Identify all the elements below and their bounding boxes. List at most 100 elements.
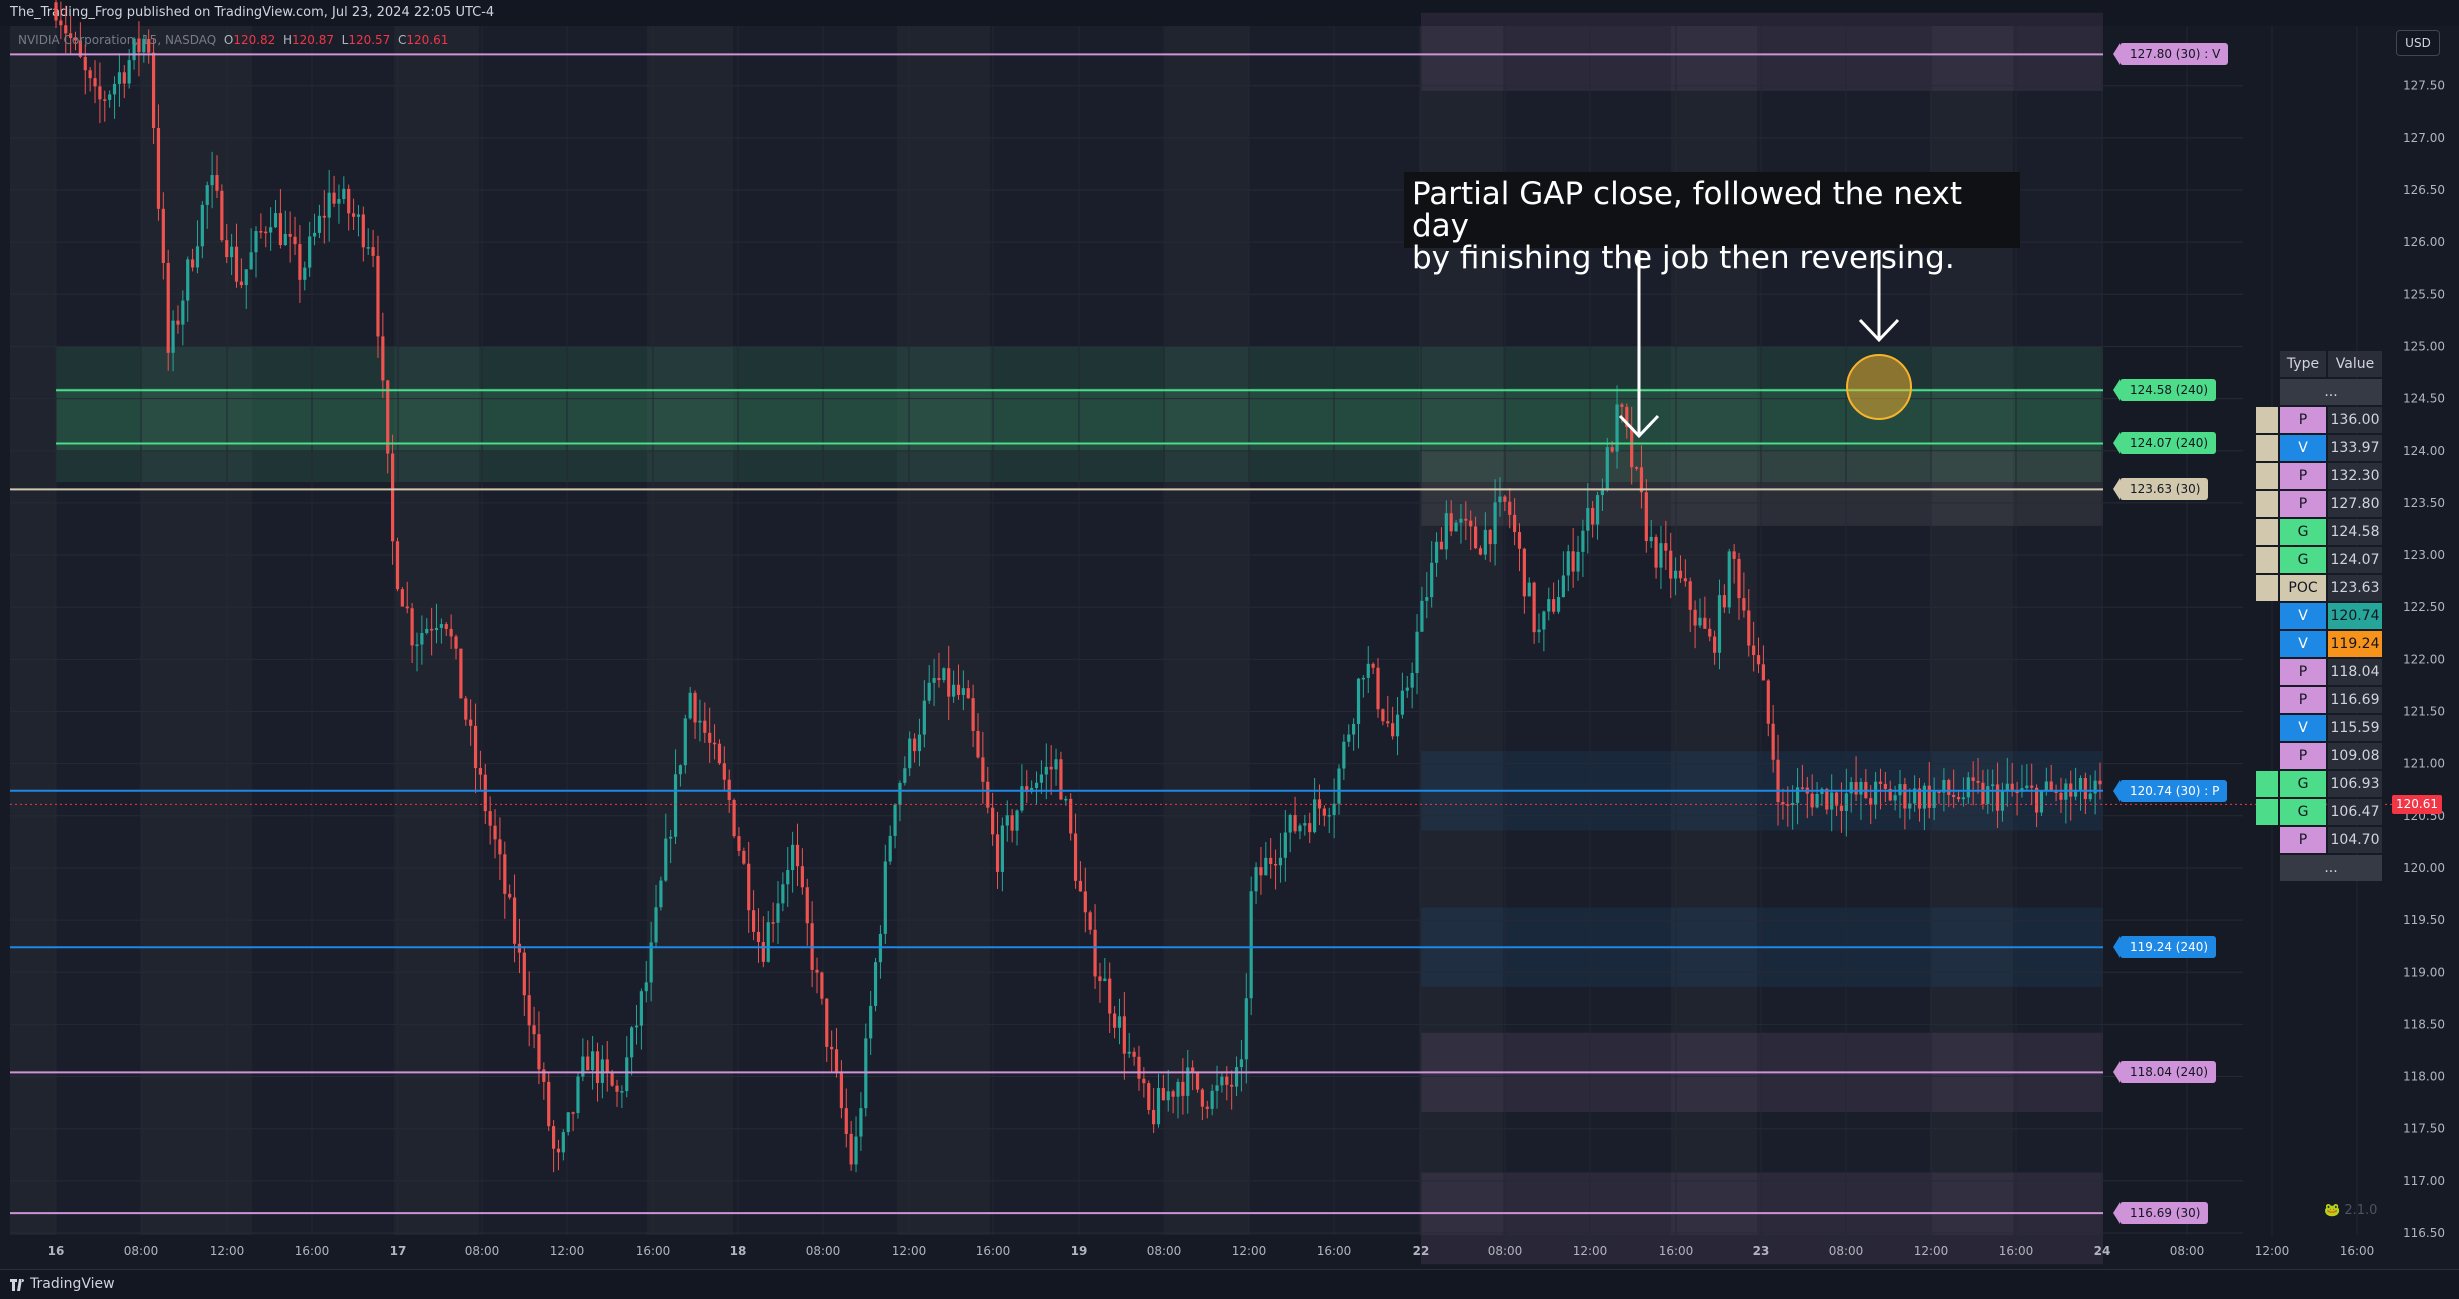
row-swatch <box>2256 799 2278 825</box>
x-tick-label: 19 <box>1071 1244 1088 1258</box>
candle-body <box>430 628 434 631</box>
candle-body <box>2088 793 2092 800</box>
candle-body <box>264 231 268 234</box>
candle-body <box>356 214 361 217</box>
candle-body <box>1181 1081 1185 1096</box>
x-tick-label: 17 <box>390 1244 407 1258</box>
candle-body <box>1913 788 1917 804</box>
version-label: 🐸 2.1.0 <box>2324 1203 2377 1218</box>
y-tick-label: 119.50 <box>2403 913 2445 927</box>
x-tick-label: 16:00 <box>1317 1244 1352 1258</box>
candle-body <box>234 246 239 282</box>
candle-body <box>1815 793 1819 808</box>
candle-body <box>1732 551 1736 559</box>
open-value: 120.82 <box>233 33 276 47</box>
x-tick-label: 08:00 <box>1147 1244 1182 1258</box>
candle-body <box>1439 541 1444 550</box>
candle-body <box>756 931 761 943</box>
candle-body <box>995 834 1000 872</box>
candle-body <box>834 1049 839 1073</box>
candle-body <box>2005 783 2009 791</box>
candle-body <box>1391 723 1395 737</box>
candle-body <box>678 765 683 775</box>
row-type: P <box>2280 827 2326 853</box>
row-type: G <box>2280 519 2326 545</box>
candle-body <box>1591 508 1595 525</box>
candle-body <box>1995 784 2000 811</box>
candle-body <box>1366 663 1370 678</box>
annotation-callout[interactable]: Partial GAP close, followed the next day… <box>1404 172 2020 274</box>
candle-body <box>1898 784 1902 796</box>
highlight-circle <box>1846 354 1912 420</box>
candle-body <box>561 1132 565 1153</box>
candle-body <box>1230 1084 1234 1087</box>
candle-body <box>1532 582 1536 633</box>
x-tick-label: 08:00 <box>2170 1244 2205 1258</box>
candle-body <box>1117 1016 1122 1028</box>
x-tick-label: 24 <box>2094 1244 2111 1258</box>
candle-body <box>225 240 229 258</box>
candle-body <box>137 38 141 53</box>
future-area <box>2103 26 2243 1235</box>
publish-header: The_Trading_Frog published on TradingVie… <box>0 0 2459 26</box>
candle-body <box>239 281 243 286</box>
candle-body <box>883 861 887 934</box>
candle-body <box>1839 805 1844 811</box>
candle-body <box>1405 687 1409 691</box>
x-tick-label: 12:00 <box>2255 1244 2290 1258</box>
candle-body <box>376 255 380 337</box>
candle-body <box>493 825 497 840</box>
candle-body <box>54 2 58 21</box>
candle-body <box>1678 570 1683 579</box>
candle-body <box>703 720 707 733</box>
candle-body <box>1752 645 1756 656</box>
candle-body <box>1942 779 1946 793</box>
candle-body <box>649 942 653 983</box>
candle-body <box>1834 792 1839 806</box>
row-value: 106.47 <box>2328 799 2382 825</box>
footer-brand[interactable]: TradingView <box>30 1276 115 1292</box>
row-swatch <box>2256 491 2278 517</box>
row-type: P <box>2280 687 2326 713</box>
row-swatch <box>2256 659 2278 685</box>
level-tag: 123.63 (30) <box>2112 478 2209 501</box>
candle-body <box>405 606 409 609</box>
candle-body <box>1742 598 1746 611</box>
levels-table-row: POC 123.63 <box>2256 575 2382 601</box>
candle-body <box>571 1112 575 1114</box>
x-tick-label: 12:00 <box>210 1244 245 1258</box>
row-swatch <box>2256 827 2278 853</box>
candle-body <box>1191 1067 1195 1073</box>
ellipsis-bottom[interactable]: ... <box>2280 855 2382 881</box>
tradingview-logo-icon <box>10 1279 25 1291</box>
candle-body <box>117 72 122 84</box>
candle-body <box>849 1133 853 1165</box>
candle-body <box>386 380 390 454</box>
candle-body <box>1664 543 1668 551</box>
candle-body <box>1952 794 1956 797</box>
candle-body <box>283 233 287 246</box>
row-type: P <box>2280 463 2326 489</box>
candle-body <box>1556 597 1561 612</box>
candle-body <box>249 252 253 270</box>
candle-body <box>1956 796 1961 800</box>
levels-table-ellipsis-bottom[interactable]: ... <box>2256 855 2382 881</box>
candle-body <box>625 1057 629 1092</box>
candle-body <box>1547 599 1551 612</box>
candle-body <box>1595 495 1600 525</box>
currency-button[interactable]: USD <box>2396 30 2440 56</box>
candle-body <box>230 246 234 258</box>
y-tick-label: 127.00 <box>2403 131 2445 145</box>
candle-body <box>1156 1087 1161 1125</box>
x-tick-label: 23 <box>1753 1244 1770 1258</box>
candle-body <box>527 995 531 1026</box>
levels-table-ellipsis-top[interactable]: ... <box>2256 379 2382 405</box>
row-swatch <box>2256 407 2278 433</box>
ellipsis-top[interactable]: ... <box>2280 379 2382 405</box>
candle-body <box>761 942 765 962</box>
candle-body <box>742 850 746 864</box>
candle-body <box>825 998 829 1047</box>
candle-body <box>190 259 195 268</box>
candle-body <box>1488 529 1492 545</box>
